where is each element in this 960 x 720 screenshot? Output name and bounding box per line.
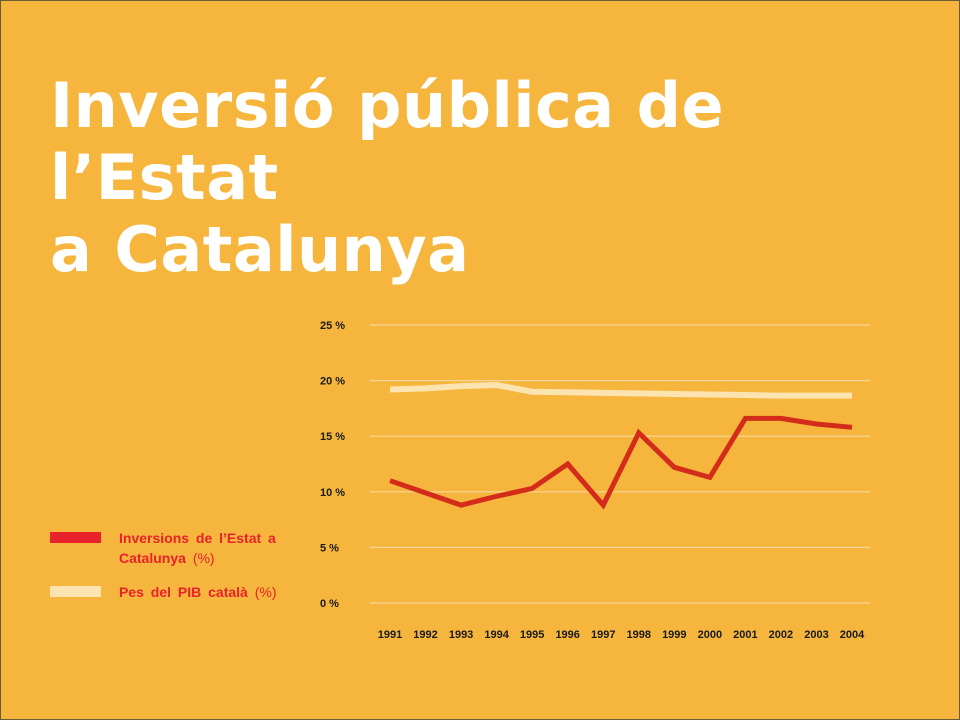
x-tick-label: 2000 — [698, 629, 722, 641]
line-chart: 0 %5 %10 %15 %20 %25 % 1991 1992 1993 1994 1… — [320, 320, 870, 641]
y-axis-ticks: 0 % 5 % 10 % 15 % 20 % 25 % — [320, 320, 345, 610]
x-tick-label: 1992 — [413, 629, 437, 641]
title-line-1: Inversió pública de l’Estat — [50, 69, 725, 214]
x-tick-label: 2001 — [733, 629, 757, 641]
legend-label-gdp: Pes del PIB català — [119, 584, 248, 600]
chart-legend: Inversions de l’Estat a Catalunya (%) Pe… — [50, 528, 320, 636]
x-tick-label: 1995 — [520, 629, 544, 641]
y-tick-label: 20 % — [320, 376, 345, 388]
series-line-gdp — [389, 382, 852, 399]
x-tick-label: 2002 — [769, 629, 793, 641]
x-tick-label: 1994 — [484, 629, 509, 641]
x-tick-label: 2004 — [840, 629, 865, 641]
legend-swatch-investments — [50, 532, 101, 543]
y-tick-label: 10 % — [320, 487, 345, 499]
y-tick-label: 5 % — [320, 542, 339, 554]
legend-item-gdp: Pes del PIB català (%) — [50, 582, 320, 622]
y-tick-label: 25 % — [320, 320, 345, 332]
legend-unit-gdp: (%) — [254, 584, 277, 600]
legend-unit-investments: (%) — [192, 550, 215, 566]
x-axis-ticks: 1991 1992 1993 1994 1995 1996 1997 1998 1999 2000… — [378, 629, 865, 641]
x-tick-label: 1996 — [555, 629, 579, 641]
chart-series — [389, 382, 853, 510]
series-line-investments — [389, 415, 853, 510]
y-tick-label: 15 % — [320, 431, 345, 443]
x-tick-label: 1999 — [662, 629, 686, 641]
x-tick-label: 1998 — [627, 629, 651, 641]
title-line-2: a Catalunya — [50, 213, 470, 286]
slide-title: Inversió pública de l’Estat a Catalunya — [50, 70, 930, 286]
chart-grid — [370, 324, 870, 604]
x-tick-label: 2003 — [804, 629, 828, 641]
y-tick-label: 0 % — [320, 598, 339, 610]
x-tick-label: 1997 — [591, 629, 615, 641]
legend-label-investments: Inversions de l’Estat a Catalunya — [119, 530, 276, 566]
legend-swatch-gdp — [50, 586, 101, 597]
x-tick-label: 1993 — [449, 629, 473, 641]
legend-item-investments: Inversions de l’Estat a Catalunya (%) — [50, 528, 320, 568]
x-tick-label: 1991 — [378, 629, 402, 641]
